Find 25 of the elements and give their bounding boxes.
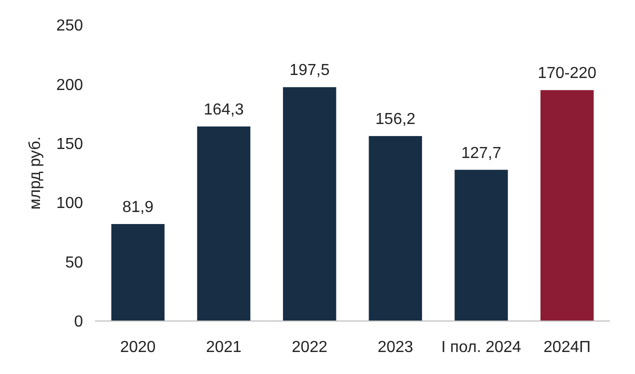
data-label: 197,5 [290, 62, 330, 80]
data-label: 170-220 [538, 65, 597, 82]
y-axis-title: млрд руб. [27, 136, 44, 210]
y-tick-label: 50 [65, 254, 84, 272]
y-tick-label: 100 [56, 195, 84, 212]
data-label: 81,9 [122, 199, 154, 216]
x-tick-label: 2020 [120, 339, 156, 356]
bar [454, 170, 508, 321]
y-tick-label: 200 [56, 76, 84, 94]
x-tick-label: 2023 [378, 339, 414, 356]
bar [540, 90, 594, 321]
x-tick-label: 2022 [292, 339, 328, 356]
y-tick-label: 250 [56, 18, 84, 35]
bar [111, 224, 165, 321]
x-tick-label: I пол. 2024 [441, 339, 522, 356]
y-tick-label: 150 [56, 136, 84, 153]
bar [368, 136, 422, 321]
y-tick-label: 0 [74, 314, 84, 331]
data-label: 156,2 [375, 111, 416, 128]
x-tick-label: 2024П [544, 339, 591, 356]
bar [282, 87, 336, 321]
data-label: 127,7 [461, 144, 502, 162]
bar [197, 126, 250, 321]
data-label: 164,3 [204, 101, 244, 118]
x-tick-label: 2021 [206, 339, 242, 356]
